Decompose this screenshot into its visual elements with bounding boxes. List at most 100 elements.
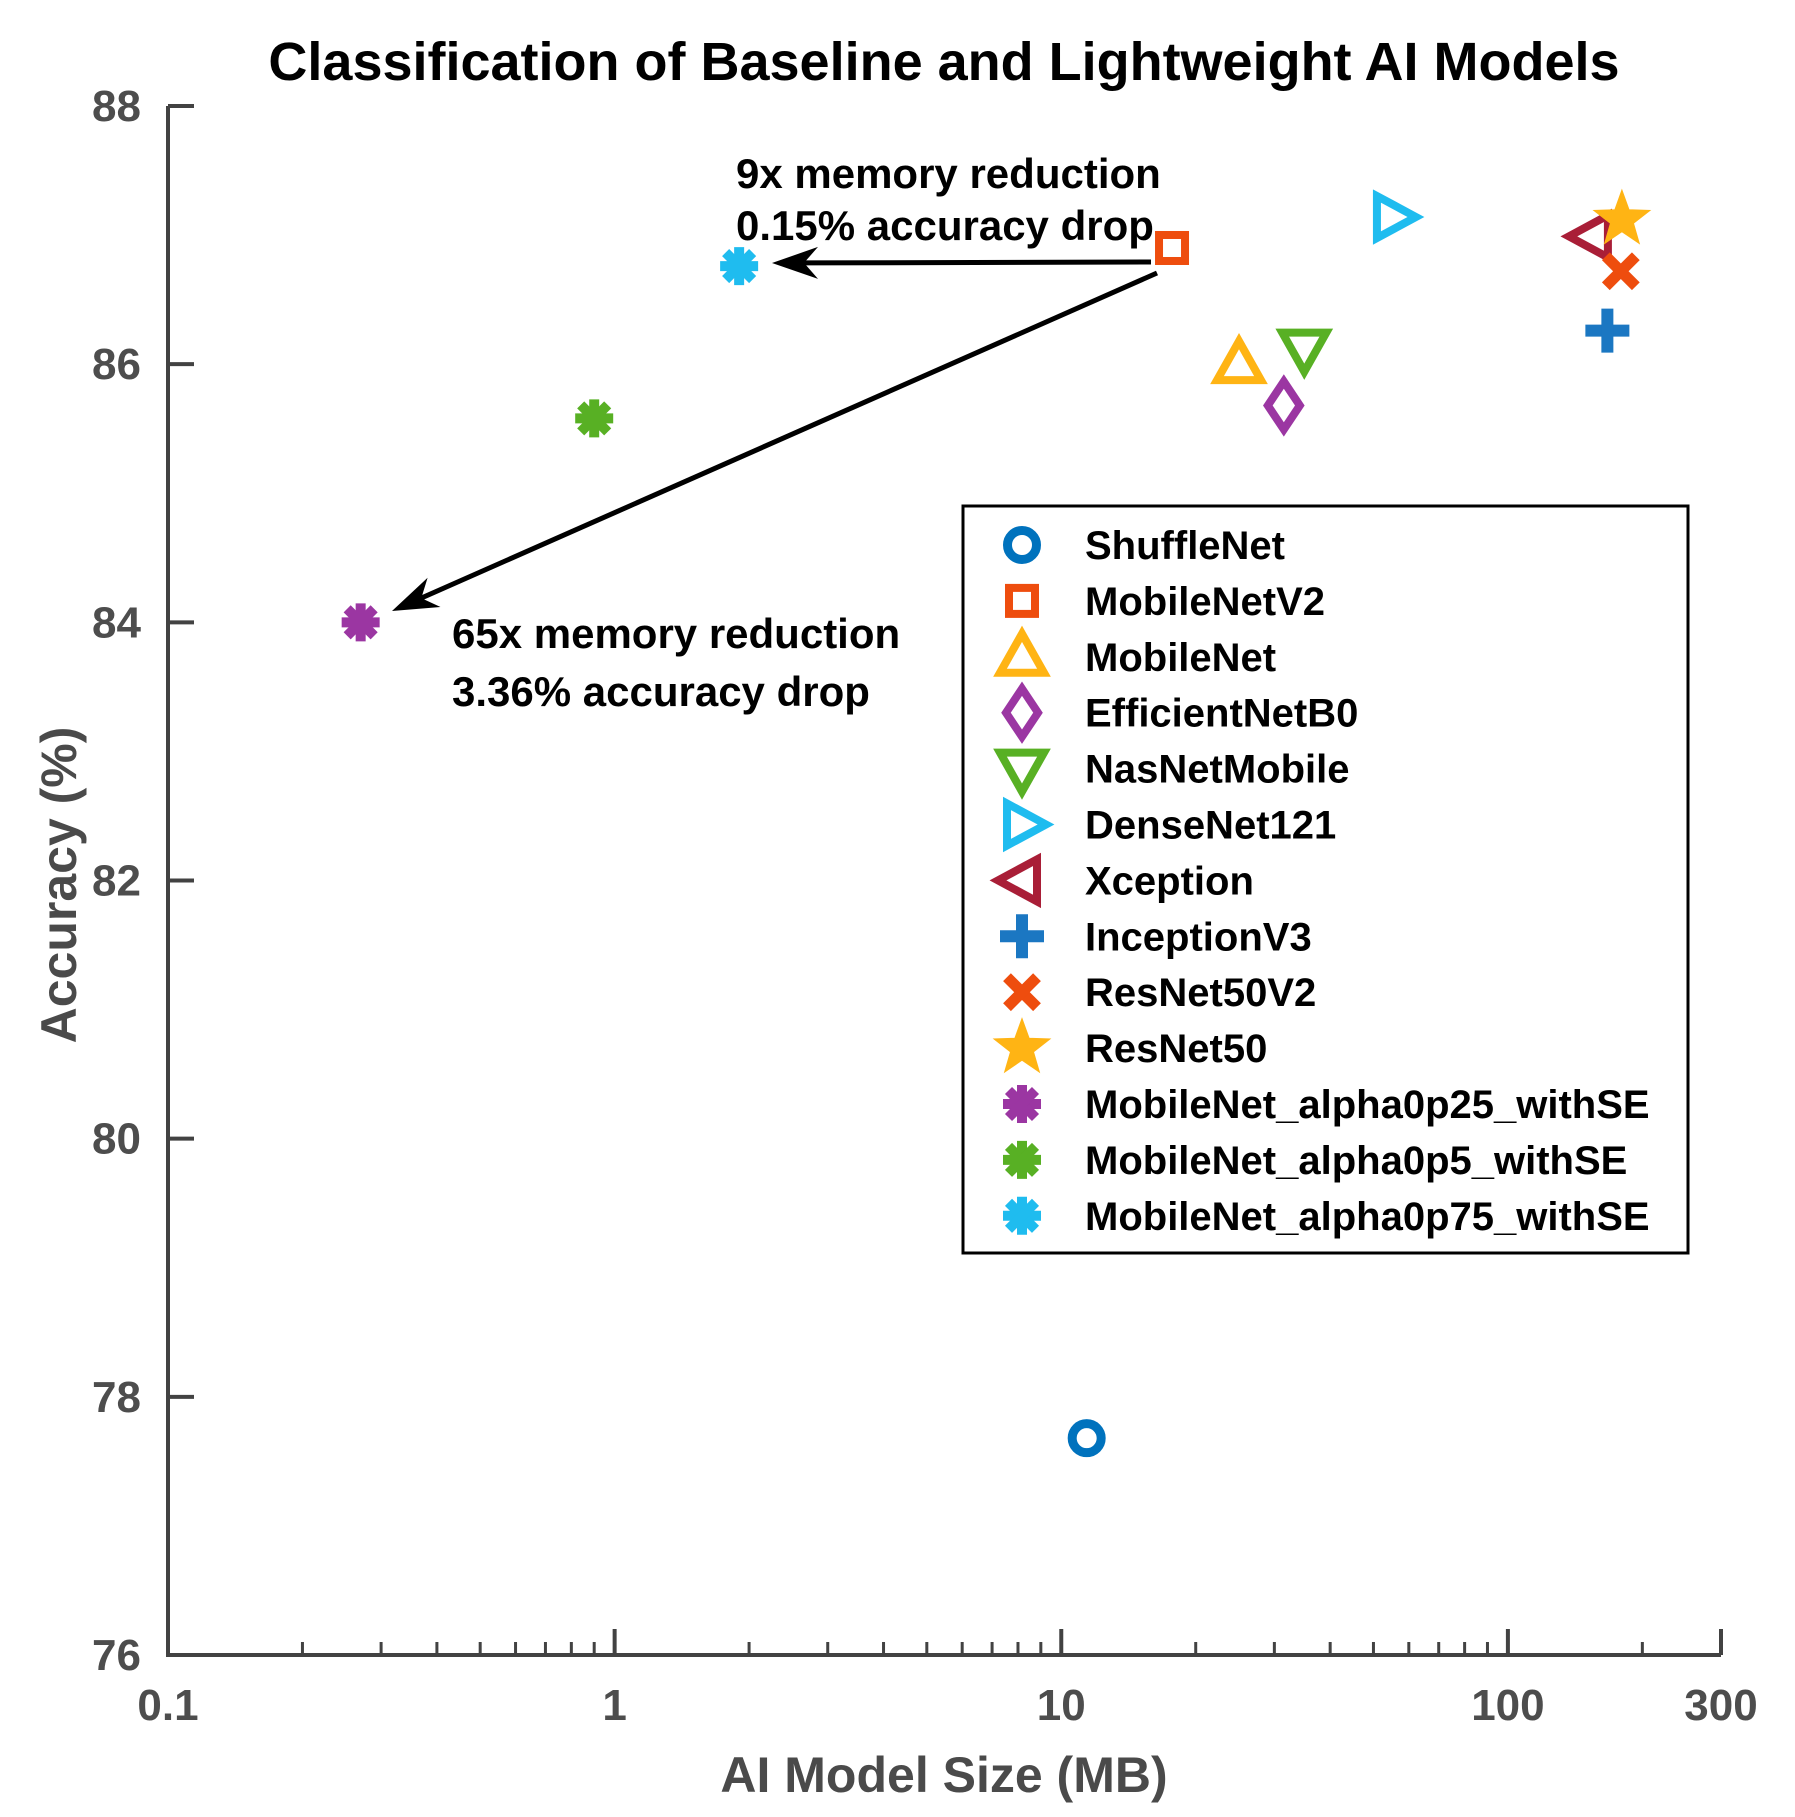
x-stroke	[1601, 252, 1640, 291]
annotation-text-line: 65x memory reduction	[452, 610, 900, 657]
legend-item-EfficientNetB0: EfficientNetB0	[1001, 681, 1358, 744]
star-shape	[992, 1017, 1052, 1074]
legend-frame	[961, 504, 1690, 1255]
annotation-arrowhead	[392, 577, 441, 611]
legend-marker-circle	[1003, 526, 1041, 564]
legend-marker-triangle-left	[989, 852, 1041, 909]
y-tick-label: 82	[92, 857, 141, 906]
legend-item-DenseNet121: DenseNet121	[1003, 796, 1336, 853]
asterisk-stroke	[1004, 1198, 1040, 1233]
star-shape	[1592, 188, 1652, 245]
legend-label: MobileNet_alpha0p75_withSE	[1085, 1195, 1650, 1239]
asterisk-stroke	[722, 249, 757, 284]
asterisk-stroke	[343, 605, 378, 640]
legend-item-MobileNet_alpha0p5_withSE: MobileNet_alpha0p5_withSE	[1003, 1139, 1627, 1183]
annotation-arrow-shaft	[801, 259, 1152, 266]
legend-label: NasNetMobile	[1085, 748, 1350, 792]
legend-marker-diamond	[1001, 681, 1043, 744]
annotation-0: 9x memory reduction 0.15% accuracy drop	[736, 150, 1161, 279]
data-point-ShuffleNet	[1067, 1419, 1106, 1458]
legend-item-MobileNet_alpha0p75_withSE: MobileNet_alpha0p75_withSE	[1003, 1195, 1650, 1239]
data-point-InceptionV3	[1585, 308, 1630, 353]
circle-outline	[1067, 1419, 1106, 1458]
legend-marker-plus	[1000, 914, 1044, 959]
data-point-MobileNet_alpha0p25_withSE	[341, 603, 380, 642]
legend-label: ResNet50V2	[1085, 971, 1316, 1015]
square-outline	[1005, 583, 1039, 618]
y-tick-label: 78	[92, 1373, 141, 1422]
asterisk-stroke	[1004, 1142, 1040, 1177]
asterisk-stroke	[577, 401, 612, 436]
y-tick-label: 80	[92, 1115, 141, 1164]
legend-label: InceptionV3	[1085, 915, 1312, 959]
legend-marker-asterisk	[1003, 1140, 1041, 1179]
annotations-layer: 9x memory reduction 0.15% accuracy drop 65…	[392, 150, 1161, 715]
legend-label: Xception	[1085, 859, 1254, 903]
y-tick-label: 76	[92, 1631, 141, 1680]
x-tick-label: 1	[602, 1681, 626, 1730]
square-outline	[1155, 230, 1190, 265]
legend-label: ResNet50	[1085, 1027, 1267, 1071]
triangle-right-outline	[1372, 189, 1425, 245]
circle-outline	[1003, 526, 1041, 564]
data-point-MobileNet	[1210, 333, 1268, 385]
data-point-MobileNetV2	[1155, 230, 1190, 265]
annotation-arrow-shaft	[418, 270, 1159, 602]
annotation-text-line: 3.36% accuracy drop	[452, 668, 870, 715]
legend-label: EfficientNetB0	[1085, 692, 1358, 736]
legend-item-InceptionV3: InceptionV3	[1000, 914, 1312, 959]
legend-label: MobileNet_alpha0p5_withSE	[1085, 1139, 1627, 1183]
annotation-text-line: 0.15% accuracy drop	[736, 202, 1154, 249]
annotation-1: 65x memory reduction 3.36% accuracy drop	[392, 270, 1159, 715]
legend-marker-square	[1005, 583, 1039, 618]
tick-marks-layer: 0.1 1 10 100 300 76 78 80 82 84 86 88	[92, 82, 1758, 1730]
y-tick-label: 86	[92, 340, 141, 389]
legend-item-NasNetMobile: NasNetMobile	[993, 748, 1350, 800]
data-point-ResNet50	[1592, 188, 1652, 245]
data-point-NasNetMobile	[1275, 328, 1334, 380]
legend-label: MobileNet_alpha0p25_withSE	[1085, 1083, 1650, 1127]
legend-marker-triangle-right	[1003, 796, 1055, 853]
legend-label: ShuffleNet	[1085, 524, 1285, 568]
legend-item-ShuffleNet: ShuffleNet	[1003, 524, 1285, 568]
legend-item-Xception: Xception	[989, 852, 1254, 909]
data-points-layer	[341, 188, 1652, 1458]
legend-marker-x	[1003, 973, 1041, 1012]
y-tick-label: 88	[92, 82, 141, 131]
legend-marker-triangle-down	[993, 748, 1051, 800]
triangle-down-outline	[993, 748, 1051, 800]
legend-marker-asterisk	[1003, 1196, 1041, 1235]
triangle-left-outline	[989, 852, 1041, 909]
triangle-up-outline	[993, 625, 1051, 677]
diamond-outline	[1263, 374, 1305, 437]
legend-item-MobileNet: MobileNet	[993, 625, 1276, 680]
x-tick-label: 10	[1037, 1681, 1086, 1730]
data-point-MobileNet_alpha0p5_withSE	[575, 399, 614, 438]
asterisk-stroke	[1004, 1086, 1040, 1122]
legend-item-ResNet50: ResNet50	[992, 1017, 1267, 1074]
x-axis-label: AI Model Size (MB)	[720, 1747, 1167, 1803]
x-stroke	[1003, 973, 1041, 1012]
data-point-DenseNet121	[1372, 189, 1425, 245]
data-point-ResNet50V2	[1601, 252, 1640, 291]
x-tick-label: 0.1	[137, 1681, 198, 1730]
y-tick-label: 84	[92, 598, 141, 647]
legend-marker-asterisk	[1003, 1085, 1041, 1123]
legend-label: DenseNet121	[1085, 804, 1336, 848]
legend-marker-triangle-up	[993, 625, 1051, 677]
legend-item-MobileNet_alpha0p25_withSE: MobileNet_alpha0p25_withSE	[1003, 1083, 1650, 1127]
diamond-outline	[1001, 681, 1043, 744]
legend-label: MobileNetV2	[1085, 580, 1325, 624]
y-axis-label: Accuracy (%)	[31, 727, 87, 1044]
x-tick-label: 300	[1684, 1681, 1757, 1730]
triangle-up-outline	[1210, 333, 1268, 385]
annotation-text-line: 9x memory reduction	[736, 150, 1161, 197]
chart-title: Classification of Baseline and Lightweig…	[268, 32, 1619, 92]
x-tick-label: 100	[1471, 1681, 1544, 1730]
legend-box: ShuffleNet MobileNetV2 MobileNet EfficientN…	[961, 504, 1690, 1255]
annotation-arrowhead	[772, 246, 818, 279]
legend-label: MobileNet	[1085, 636, 1276, 680]
data-point-MobileNet_alpha0p75_withSE	[720, 247, 759, 286]
